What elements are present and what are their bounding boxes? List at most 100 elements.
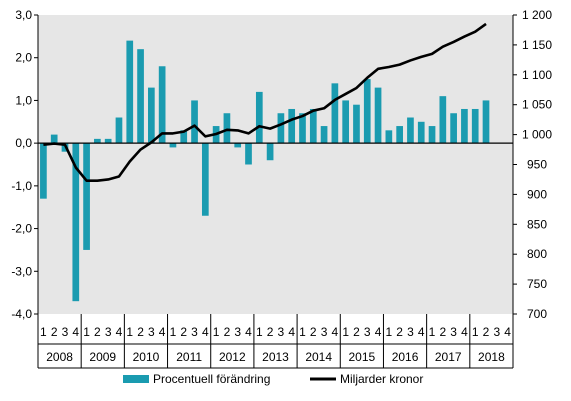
legend-bar-label: Procentuell förändring [153, 372, 270, 386]
bar-10 [148, 87, 155, 144]
quarter-label-31: 4 [375, 325, 382, 339]
quarter-label-43: 4 [504, 325, 511, 339]
quarter-label-24: 1 [299, 325, 306, 339]
right-tick-label-8: 1 100 [522, 68, 552, 82]
quarter-label-35: 4 [418, 325, 425, 339]
quarter-label-36: 1 [429, 325, 436, 339]
bar-12 [169, 143, 177, 148]
quarter-label-10: 3 [148, 325, 155, 339]
bar-18 [234, 143, 242, 148]
quarter-label-21: 2 [267, 325, 274, 339]
legend-bar-swatch [123, 375, 149, 383]
bar-34 [407, 117, 414, 144]
quarter-label-38: 3 [450, 325, 457, 339]
bar-27 [331, 83, 339, 144]
quarter-label-41: 2 [483, 325, 490, 339]
bar-32 [385, 130, 393, 144]
quarter-label-11: 4 [159, 325, 166, 339]
quarter-label-23: 4 [288, 325, 295, 339]
bar-15 [201, 143, 209, 216]
quarter-label-25: 2 [310, 325, 317, 339]
bar-28 [342, 100, 350, 144]
bar-25 [309, 108, 317, 144]
quarter-label-16: 1 [213, 325, 220, 339]
left-tick-label-4: 0,0 [15, 136, 32, 150]
bar-6 [104, 138, 112, 144]
quarter-label-9: 2 [137, 325, 144, 339]
bar-21 [266, 143, 274, 161]
bar-31 [374, 87, 382, 144]
bar-38 [450, 113, 457, 144]
year-label-2018: 2018 [478, 350, 505, 364]
year-label-2015: 2015 [349, 350, 376, 364]
right-tick-label-10: 1 200 [522, 8, 552, 22]
bar-40 [471, 108, 479, 144]
right-tick-label-0: 700 [527, 307, 547, 321]
year-label-2016: 2016 [392, 350, 419, 364]
quarter-label-27: 4 [332, 325, 339, 339]
right-axis-ticks: 700 750 800 850 900 950 1 000 1 050 1 100 1 150 1 … [513, 8, 552, 321]
year-label-2011: 2011 [176, 350, 202, 364]
bar-19 [245, 143, 252, 165]
quarter-label-4: 1 [83, 325, 90, 339]
quarter-label-6: 3 [105, 325, 112, 339]
bar-22 [277, 113, 285, 144]
right-tick-label-6: 1 000 [522, 128, 552, 142]
right-tick-label-5: 950 [527, 158, 547, 172]
year-label-2017: 2017 [435, 350, 462, 364]
legend: Procentuell förändring Miljarder kronor [123, 372, 423, 386]
bar-9 [137, 49, 144, 144]
year-label-2014: 2014 [305, 350, 332, 364]
left-tick-label-2: -2,0 [11, 222, 32, 236]
bar-41 [482, 100, 490, 144]
quarter-label-26: 3 [321, 325, 328, 339]
bar-29 [353, 104, 360, 144]
legend-line-label: Miljarder kronor [340, 372, 423, 386]
bar-24 [299, 113, 306, 144]
quarter-label-17: 2 [224, 325, 231, 339]
quarter-label-37: 2 [439, 325, 446, 339]
quarter-label-19: 4 [245, 325, 252, 339]
right-tick-label-3: 850 [527, 217, 547, 231]
quarter-label-30: 3 [364, 325, 371, 339]
left-tick-label-1: -3,0 [11, 264, 32, 278]
bar-39 [461, 108, 468, 144]
quarter-label-40: 1 [472, 325, 479, 339]
bar-23 [288, 108, 296, 144]
bar-30 [363, 79, 371, 144]
bar-11 [158, 66, 166, 144]
quarter-label-1: 2 [51, 325, 58, 339]
bar-7 [115, 117, 123, 144]
left-tick-label-5: 1,0 [15, 93, 32, 107]
year-label-2008: 2008 [46, 350, 73, 364]
left-tick-label-6: 2,0 [15, 51, 32, 65]
bar-37 [439, 96, 447, 144]
quarter-label-8: 1 [126, 325, 133, 339]
right-tick-label-7: 1 050 [522, 98, 552, 112]
year-label-2009: 2009 [89, 350, 116, 364]
quarter-label-7: 4 [116, 325, 123, 339]
year-label-2013: 2013 [262, 350, 289, 364]
quarter-label-28: 1 [342, 325, 349, 339]
line-miljarder-kronor [43, 22, 487, 182]
bar-13 [180, 130, 188, 144]
quarter-label-13: 2 [180, 325, 187, 339]
right-tick-label-2: 800 [527, 247, 547, 261]
bar-26 [320, 126, 328, 144]
plot-area-background [38, 15, 513, 314]
bars-layer [40, 40, 490, 302]
quarter-label-32: 1 [386, 325, 393, 339]
quarter-label-29: 2 [353, 325, 360, 339]
quarter-label-42: 3 [493, 325, 500, 339]
quarter-label-33: 2 [396, 325, 403, 339]
right-tick-label-1: 750 [527, 277, 547, 291]
quarter-label-14: 3 [191, 325, 198, 339]
bar-17 [223, 113, 231, 144]
bar-35 [417, 121, 425, 144]
bar-3 [72, 143, 80, 302]
left-axis-ticks: -4,0 -3,0 -2,0 -1,0 0,0 1,0 2,0 3,0 [11, 8, 38, 321]
bar-33 [396, 126, 403, 144]
left-tick-label-7: 3,0 [15, 8, 32, 22]
